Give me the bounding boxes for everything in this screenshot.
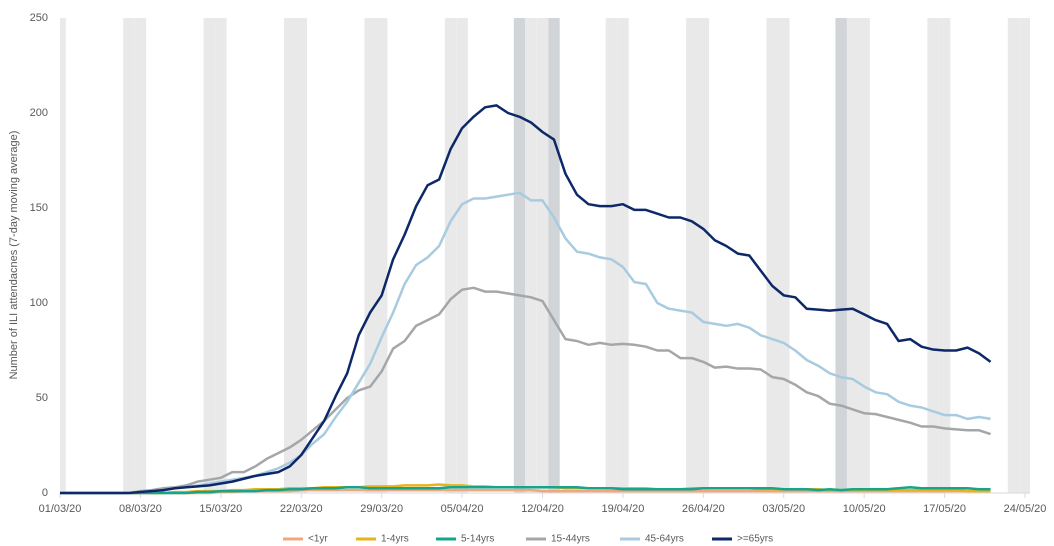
x-tick-label: 08/03/20 — [119, 503, 162, 515]
y-tick-label: 0 — [42, 487, 48, 499]
series-line — [60, 191, 991, 495]
date-band — [605, 18, 618, 493]
x-tick-label: 10/05/20 — [843, 503, 886, 515]
legend-label: >=65yrs — [737, 534, 773, 545]
date-band — [927, 18, 939, 493]
date-band — [134, 18, 147, 493]
x-tick-label: 03/05/20 — [762, 503, 805, 515]
date-band — [364, 18, 376, 493]
date-band — [548, 18, 560, 493]
legend-label: 15-44yrs — [551, 534, 590, 545]
x-tick-label: 29/03/20 — [360, 503, 403, 515]
legend-label: 45-64yrs — [645, 534, 684, 545]
x-tick-label: 17/05/20 — [923, 503, 966, 515]
date-band — [525, 18, 537, 493]
date-band — [215, 18, 227, 493]
date-band — [375, 18, 388, 493]
date-band — [835, 18, 847, 493]
x-tick-label: 24/05/20 — [1004, 503, 1047, 515]
date-band — [536, 18, 549, 493]
date-band — [284, 18, 296, 493]
y-tick-label: 200 — [30, 107, 48, 119]
series-line — [60, 486, 991, 495]
date-band — [444, 18, 457, 493]
date-band — [858, 18, 870, 493]
date-band — [1007, 18, 1020, 493]
date-band — [1019, 18, 1030, 493]
y-tick-label: 100 — [30, 297, 48, 309]
legend-label: 1-4yrs — [381, 534, 409, 545]
series-line — [60, 104, 992, 495]
y-tick-label: 50 — [36, 392, 48, 404]
series-line — [60, 286, 991, 495]
x-tick-label: 15/03/20 — [199, 503, 242, 515]
x-tick-label: 19/04/20 — [602, 503, 645, 515]
x-tick-label: 01/03/20 — [39, 503, 82, 515]
date-band — [697, 18, 710, 493]
date-band — [938, 18, 951, 493]
y-tick-label: 150 — [30, 202, 48, 214]
legend-label: <1yr — [308, 534, 328, 545]
date-band — [617, 18, 629, 493]
date-band — [203, 18, 216, 493]
x-tick-label: 22/03/20 — [280, 503, 323, 515]
date-band — [846, 18, 859, 493]
date-band — [123, 18, 135, 493]
legend-label: 5-14yrs — [461, 534, 494, 545]
date-band — [766, 18, 779, 493]
date-band — [456, 18, 468, 493]
date-band — [513, 18, 526, 493]
date-band — [686, 18, 698, 493]
x-tick-label: 12/04/20 — [521, 503, 564, 515]
date-band — [778, 18, 790, 493]
y-tick-label: 250 — [30, 12, 48, 24]
x-tick-label: 26/04/20 — [682, 503, 725, 515]
y-axis-label: Number of ILI attendacnes (7-day moving … — [8, 131, 20, 380]
date-band — [295, 18, 307, 493]
date-band — [60, 18, 66, 493]
x-tick-label: 05/04/20 — [441, 503, 484, 515]
